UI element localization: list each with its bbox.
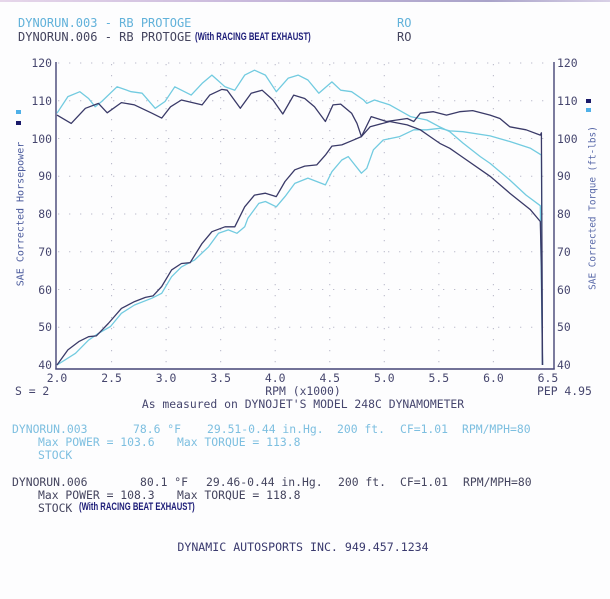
smoothing-label: S = 2 (15, 384, 50, 398)
run-003-pressure: 29.51-0.44 in.Hg. (207, 422, 324, 436)
header-run-003-code: RO (397, 16, 412, 30)
left-y-tick-label: 60 (38, 282, 52, 297)
top-edge-band (0, 0, 610, 2)
series-line-3 (56, 109, 544, 366)
x-tick-label: 2.5 (101, 371, 122, 385)
run-003-temp: 78.6 °F (133, 422, 182, 436)
x-tick-label: 6.5 (537, 371, 559, 385)
left-y-tick-label: 40 (38, 358, 52, 372)
left-y-tick-label: 100 (31, 131, 52, 146)
right-y-tick-label: 110 (557, 93, 578, 108)
right-y-tick-label: 100 (557, 131, 578, 146)
run-003-name: DYNORUN.003 (12, 422, 88, 436)
run-006-max-torque: Max TORQUE = 118.8 (177, 488, 301, 502)
right-y-tick-label: 120 (557, 56, 578, 70)
left-y-tick-label: 50 (38, 320, 52, 335)
run-006-temp: 80.1 °F (140, 475, 189, 489)
pep-label: PEP 4.95 (537, 384, 592, 398)
grid-dots (58, 62, 553, 367)
left-y-tick-label: 110 (31, 93, 52, 108)
run-006-config: STOCK (38, 501, 73, 515)
left-axis-title: SAE Corrected Horsepower (15, 141, 27, 287)
x-tick-label: 6.0 (483, 371, 504, 385)
legend-swatch-right-run-003 (586, 108, 591, 112)
run-006-altitude: 200 ft. (338, 475, 387, 489)
left-y-tick-label: 80 (38, 207, 52, 221)
series-line-1 (56, 127, 544, 366)
right-y-tick-label: 60 (557, 282, 571, 297)
run-003-max-torque: Max TORQUE = 113.8 (177, 435, 301, 449)
dynamometer-caption: As measured on DYNOJET'S MODEL 248C DYNA… (141, 397, 465, 411)
run-003-max-power: Max POWER = 103.6 (38, 435, 155, 449)
run-006-name: DYNORUN.006 (12, 475, 88, 489)
x-tick-label: 4.0 (264, 371, 286, 385)
legend-swatch-right-run-006 (586, 99, 591, 103)
left-y-tick-label: 120 (31, 56, 52, 70)
x-tick-label: 5.0 (374, 371, 395, 385)
run-006-rpm-mph: RPM/MPH=80 (463, 475, 532, 489)
right-y-tick-label: 90 (557, 169, 571, 184)
x-tick-label: 3.5 (210, 371, 231, 385)
x-tick-label: 4.5 (319, 371, 341, 385)
left-y-tick-label: 90 (38, 169, 52, 184)
x-tick-label: 2.0 (46, 371, 68, 385)
right-y-tick-label: 80 (557, 207, 571, 221)
run-003-altitude: 200 ft. (337, 422, 386, 436)
right-y-tick-label: 70 (557, 244, 571, 259)
legend-swatch-left-run-003 (16, 110, 21, 114)
chart-series (56, 69, 544, 366)
run-003-cf: CF=1.01 (400, 422, 449, 436)
series-line-2 (56, 88, 544, 366)
run-006-cf: CF=1.01 (400, 475, 449, 489)
footer-company: DYNAMIC AUTOSPORTS INC. 949.457.1234 (177, 540, 429, 554)
header-run-006-note: (With RACING BEAT EXHAUST) (195, 31, 311, 43)
header-run-006-label: DYNORUN.006 - RB PROTOGE (18, 30, 192, 44)
run-006-pressure: 29.46-0.44 in.Hg. (206, 475, 323, 489)
right-y-tick-label: 50 (557, 320, 571, 335)
legend-swatch-left-run-006 (16, 121, 21, 125)
x-axis-title: RPM (x1000) (265, 384, 341, 398)
header-run-006-code: RO (397, 30, 412, 44)
run-006-max-power: Max POWER = 108.3 (38, 488, 155, 502)
run-003-config: STOCK (38, 448, 73, 462)
right-axis-title: SAE Corrected Torque (ft-lbs) (587, 126, 599, 290)
right-y-tick-label: 40 (557, 358, 571, 372)
x-tick-label: 5.5 (428, 371, 450, 385)
x-tick-label: 3.0 (155, 371, 177, 385)
header-run-003-label: DYNORUN.003 - RB PROTOGE (18, 16, 192, 30)
run-003-rpm-mph: RPM/MPH=80 (462, 422, 531, 436)
run-006-config-note: (With RACING BEAT EXHAUST) (79, 501, 195, 513)
chart-frame (55, 62, 555, 370)
series-line-0 (56, 69, 544, 366)
left-y-tick-label: 70 (38, 244, 52, 259)
